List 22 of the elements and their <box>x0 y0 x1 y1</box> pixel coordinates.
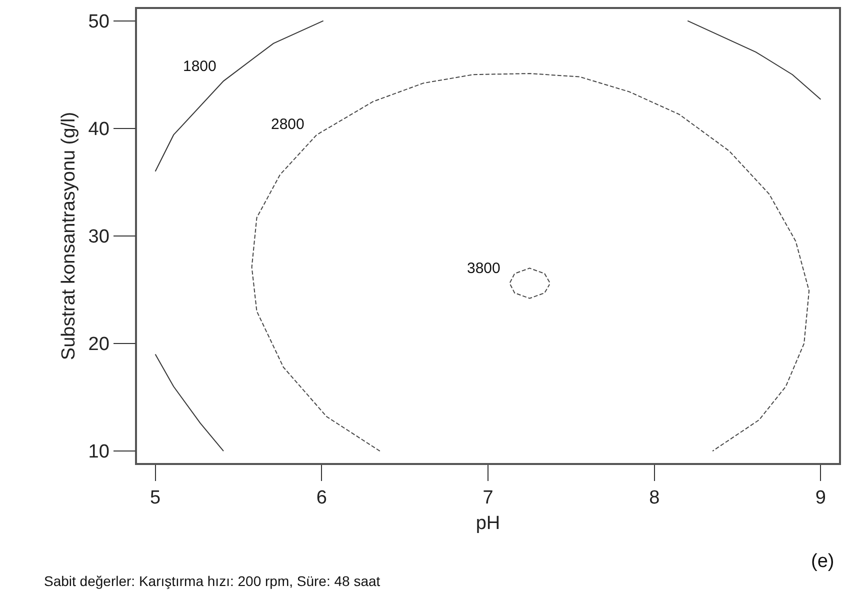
x-tick-label: 8 <box>649 488 660 509</box>
annotation: 3800 <box>467 260 500 277</box>
line-series <box>154 354 224 452</box>
annotation: 1800 <box>183 58 216 75</box>
text: (e) <box>811 551 834 572</box>
annotation: 2800 <box>271 116 304 133</box>
x-tick-label: 9 <box>815 488 826 509</box>
x-axis-title: pH <box>476 512 500 534</box>
line-series <box>509 268 550 299</box>
text: Sabit değerler: Karıştırma hızı: 200 rpm, Süre: 48 saat <box>44 573 380 589</box>
x-tick-label: 7 <box>482 488 494 509</box>
y-tick-label: 30 <box>88 226 110 248</box>
x-tick-label: 6 <box>316 488 327 509</box>
y-tick-label: 40 <box>88 119 110 140</box>
line-series <box>251 73 810 452</box>
y-tick-label: 10 <box>88 442 110 463</box>
y-tick-label: 20 <box>88 334 110 356</box>
line-series <box>687 20 822 100</box>
y-tick-label: 50 <box>88 11 110 32</box>
y-axis-title: Substrat konsantrasyonu (g/l) <box>58 112 80 360</box>
x-tick-label: 5 <box>150 488 161 509</box>
line-series <box>154 20 324 172</box>
